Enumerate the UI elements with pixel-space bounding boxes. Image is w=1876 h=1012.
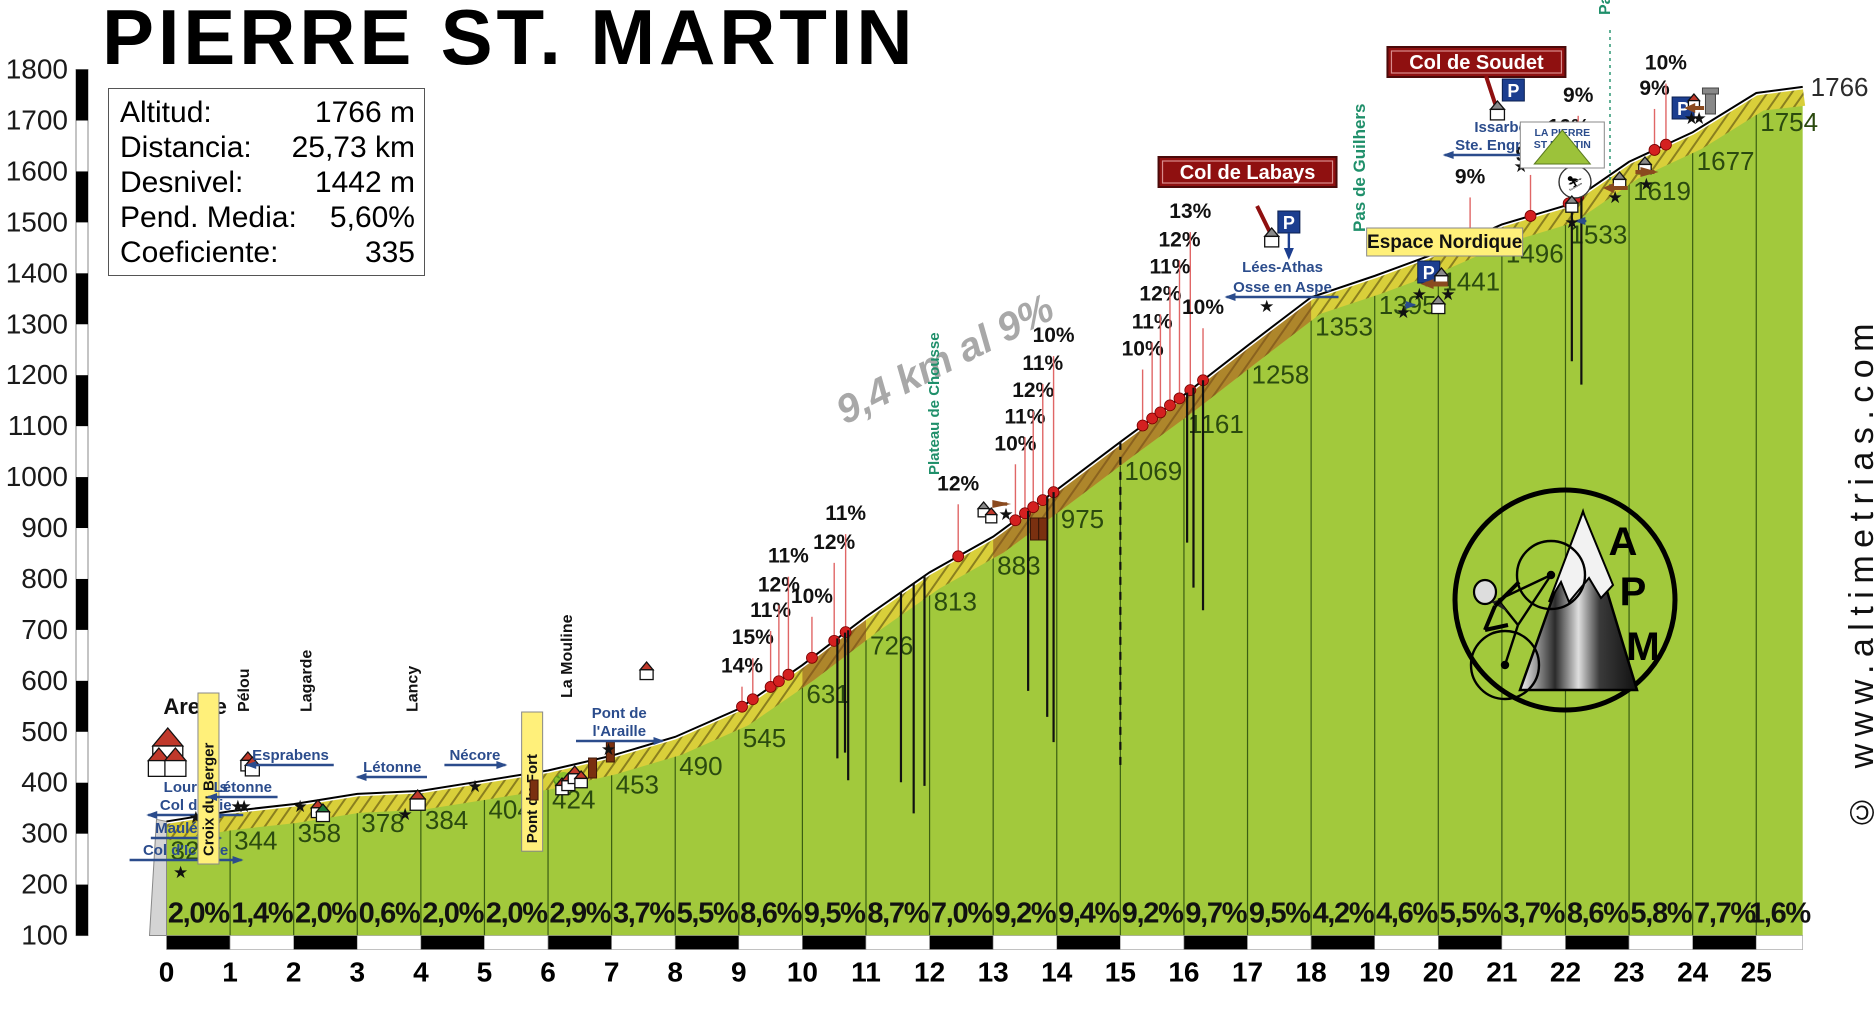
svg-text:Pas de Guilhers: Pas de Guilhers [1350,104,1369,233]
svg-text:Espace Nordique: Espace Nordique [1367,232,1522,253]
svg-text:★: ★ [467,777,482,796]
svg-text:★: ★ [237,797,252,816]
svg-text:★: ★ [1639,175,1654,194]
svg-text:Létonne: Létonne [214,779,272,796]
svg-text:★: ★ [1564,213,1579,232]
svg-text:Osse en Aspe: Osse en Aspe [1233,279,1332,296]
svg-text:P: P [1507,81,1519,101]
svg-text:Esprabens: Esprabens [252,747,329,764]
svg-text:Nécore: Nécore [449,747,500,764]
svg-text:★: ★ [1440,285,1455,304]
svg-text:l'Araille: l'Araille [592,723,646,740]
svg-text:★: ★ [998,505,1013,524]
svg-text:Plateau de Chousse: Plateau de Chousse [926,332,943,475]
svg-text:Issarbe: Issarbe [1474,119,1527,136]
svg-text:Lagarde: Lagarde [298,650,315,712]
svg-text:★: ★ [293,797,308,816]
svg-text:Létonne: Létonne [363,759,421,776]
svg-text:★: ★ [601,740,616,759]
svg-text:★: ★ [397,805,412,824]
svg-text:★: ★ [1412,285,1427,304]
svg-text:Col de Labays: Col de Labays [1180,162,1316,184]
svg-text:★: ★ [1608,188,1623,207]
svg-text:La Mouline: La Mouline [559,614,576,698]
svg-text:⛷: ⛷ [1566,175,1584,191]
svg-text:★: ★ [173,863,188,882]
svg-text:★: ★ [1259,297,1274,316]
svg-text:P: P [1283,213,1295,233]
svg-text:Pont de: Pont de [592,705,647,722]
svg-text:★: ★ [1396,303,1411,322]
svg-text:Lancy: Lancy [405,666,422,712]
svg-text:Pélou: Pélou [236,668,253,712]
svg-text:★: ★ [1691,109,1706,128]
svg-text:Lées-Athas: Lées-Athas [1242,259,1323,276]
svg-text:Col de Soudet: Col de Soudet [1409,52,1544,74]
svg-text:Pas de Massaré: Pas de Massaré [1597,0,1614,15]
